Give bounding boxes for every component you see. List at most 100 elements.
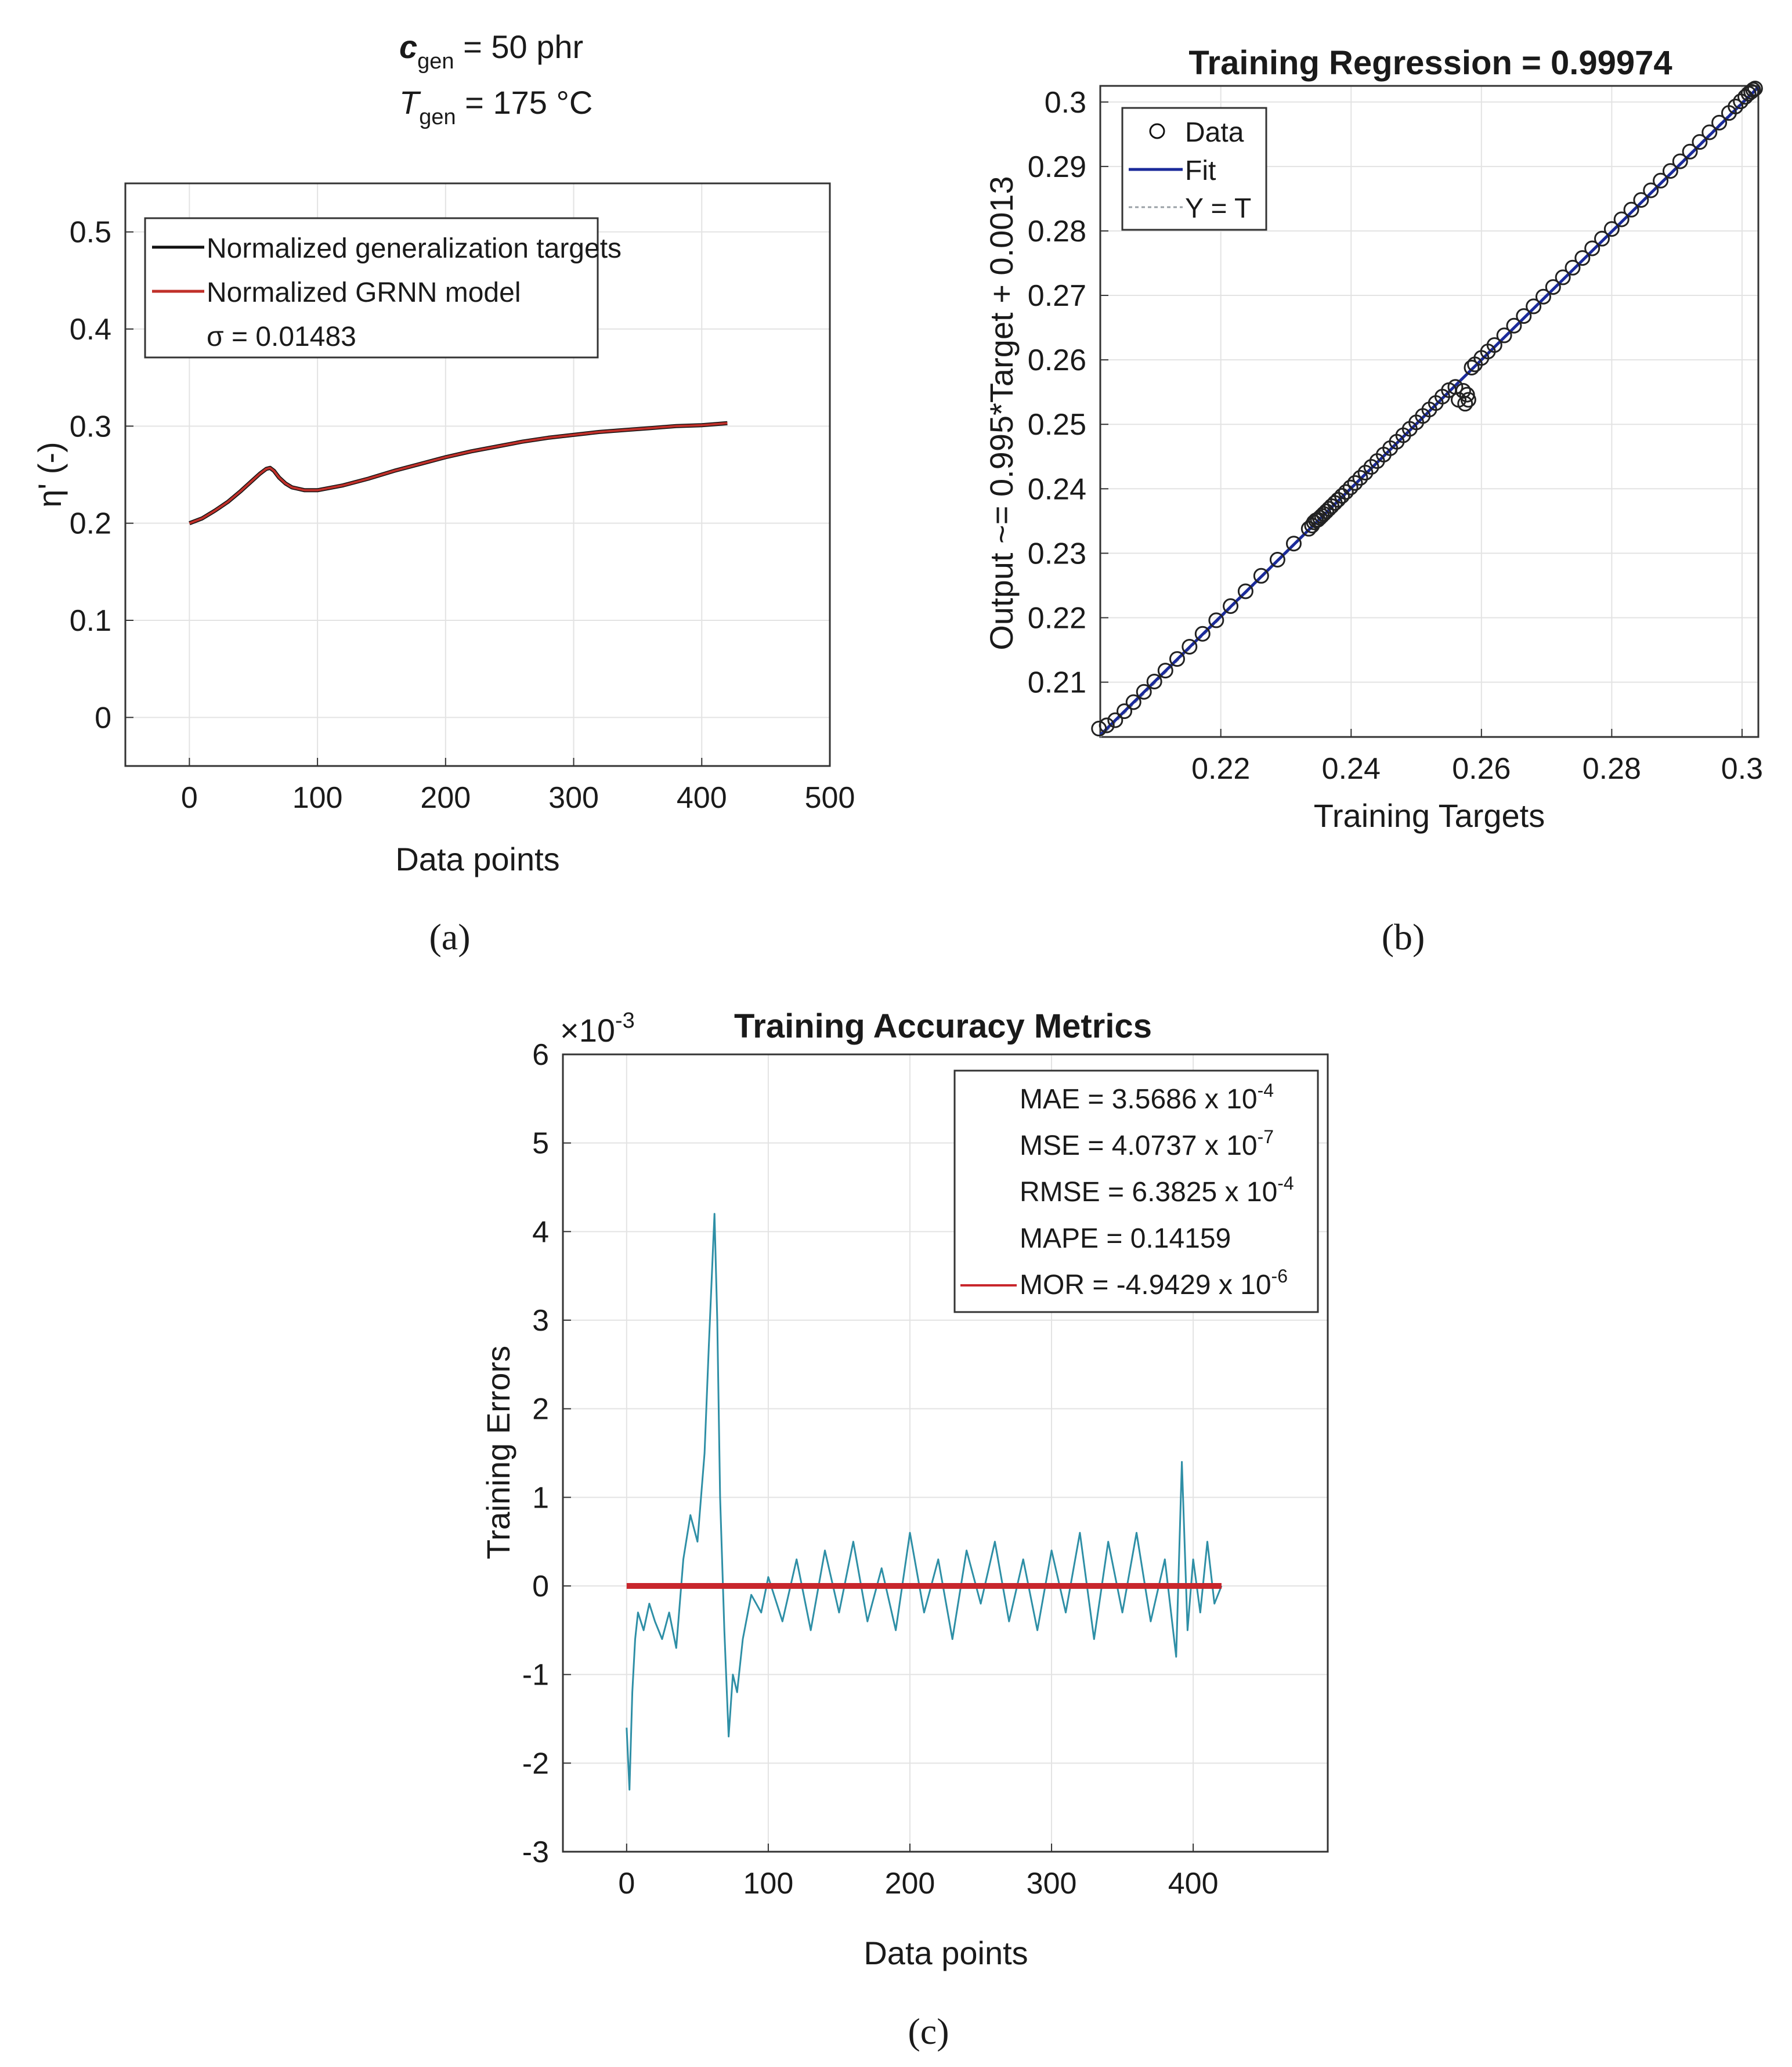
panel-label-c: (c) [908,2011,949,2052]
chart-b-data-point [1460,392,1476,408]
chart-c-metric-mse-exp: -7 [1258,1126,1274,1147]
chart-b-title: Training Regression = 0.99974 [1188,44,1672,82]
chart-b-data-point [1157,663,1173,679]
chart-b-data-point [1334,488,1350,504]
chart-a-series [189,421,728,525]
chart-b-ytick-label: 0.29 [1028,150,1086,184]
chart-a-title-1-subscript: gen [417,49,454,74]
chart-b-legend-swatch-data [1149,123,1165,139]
chart-c-xtick-label: 400 [1168,1867,1219,1900]
chart-b-data-point [1711,114,1728,131]
chart-c-legend: MAE = 3.5686 x 10-4 MSE = 4.0737 x 10-7 … [953,1069,1319,1313]
chart-b-xtick-label: 0.24 [1322,752,1381,786]
chart-b-data-point [1342,479,1359,496]
chart-b-data-point [1728,99,1744,115]
chart-c-metric-mor-text: MOR = -4.9429 x 10 [1020,1270,1271,1300]
chart-a-title-2-text: = 175 °C [456,84,593,121]
chart-a-ytick-label: 0.1 [70,604,111,638]
chart-b-xlabel: Training Targets [1314,797,1545,834]
chart-b-legend-data: Data [1185,117,1244,148]
chart-b-data-point [1363,459,1379,475]
chart-b-data-point [1091,721,1107,737]
chart-b-grid [1100,86,1758,737]
chart-b-data-point [1321,501,1337,517]
chart-b-ytick-label: 0.21 [1028,666,1086,700]
chart-a-xtick-label: 200 [420,781,471,815]
chart-b-ytick-label: 0.27 [1028,279,1086,313]
chart-b-data-point [1352,469,1368,486]
chart-c-title: Training Accuracy Metrics [734,1007,1152,1045]
chart-b: Training Regression = 0.99974 0.22 0.24 0.… [983,44,1763,834]
chart-b-legend-identity: Y = T [1185,193,1251,224]
panel-label-a: (a) [429,916,470,957]
chart-a-legend: Normalized generalization targets Normal… [144,217,622,359]
chart-b-data-point [1464,359,1480,375]
chart-b-data-point [1545,279,1561,295]
chart-c-xlabel: Data points [864,1935,1028,1971]
chart-a-targets-line [189,421,728,525]
chart-a-xtick-label: 400 [677,781,727,815]
chart-b-data-point [1457,396,1473,412]
chart-a-xlabel: Data points [395,841,559,877]
chart-a-tick-labels: 0 100 200 300 400 500 0 0.1 0.2 0.3 0.4 0.5 [70,216,855,815]
chart-b-data-point [1526,298,1542,315]
chart-b-plot-frame [1099,85,1760,738]
chart-b-data-point [1318,503,1335,519]
chart-b-data-point [1623,201,1639,218]
chart-b-data-point [1486,337,1502,353]
chart-b-data-point [1357,465,1374,481]
chart-b-data-point [1310,512,1326,528]
chart-b-data-point [1743,84,1760,100]
chart-b-data-point [1146,673,1162,689]
chart-b-ytick-label: 0.22 [1028,601,1086,635]
chart-a-ytick-label: 0.2 [70,507,111,541]
chart-a-ytick-label: 0.5 [70,216,111,250]
chart-b-ytick-label: 0.26 [1028,344,1086,377]
chart-b-data-point [1603,221,1620,237]
chart-a-sigma-annotation: σ = 0.01483 [207,321,356,352]
chart-a-xtick-label: 100 [292,781,343,815]
chart-b-data-point [1747,80,1763,96]
chart-c-metric-rmse: RMSE = 6.3825 x 10-4 [1020,1173,1294,1208]
chart-b-data-point [1701,124,1718,140]
chart-b-xtick-label: 0.22 [1191,752,1250,786]
chart-a-title-line-1: cgen = 50 phr [399,28,583,74]
chart-b-data-point [1594,230,1610,247]
chart-b-ytick-label: 0.25 [1028,408,1086,442]
chart-a-title-2-symbol: T [399,84,421,121]
chart-b-data-point [1136,684,1152,700]
chart-a-legend-box [144,217,599,359]
chart-c-exponent-sup: -3 [615,1009,635,1033]
chart-b-data-point [1125,694,1141,710]
chart-b-data-point [1347,475,1363,491]
chart-b-data-point [1574,250,1591,266]
chart-a-title-line-2: Tgen = 175 °C [399,84,592,129]
chart-b-data-point [1285,536,1302,552]
chart-b-data-point [1223,598,1239,614]
chart-a-ytick-label: 0 [95,701,111,735]
chart-a-ylabel: η' (-) [31,442,68,507]
chart-c-metric-mse-text: MSE = 4.0737 x 10 [1020,1130,1258,1161]
chart-a-xtick-label: 500 [805,781,855,815]
chart-b-data-point [1208,612,1224,628]
chart-b-ylabel: Output ~= 0.995*Target + 0.0013 [983,176,1020,650]
chart-b-ytick-label: 0.24 [1028,472,1086,506]
chart-c-metric-mae-exp: -4 [1258,1080,1274,1101]
chart-c-plot-frame [562,1053,1329,1853]
chart-b-ytick-label: 0.28 [1028,215,1086,248]
chart-c-xtick-label: 300 [1027,1867,1077,1900]
chart-b-data-point [1653,172,1669,189]
chart-c-legend-box [953,1069,1319,1313]
chart-c-ytick-label: 4 [532,1215,549,1249]
chart-b-data-point [1117,703,1133,720]
chart-a-title-1-symbol: c [399,28,417,65]
chart-c-ytick-label: -3 [522,1835,549,1869]
chart-c-ytick-label: 2 [532,1393,549,1426]
chart-c-error-line [626,1213,1223,1791]
chart-b-data-point [1516,308,1532,324]
chart-b-data-point [1169,651,1185,667]
chart-b-ytick-label: 0.3 [1045,86,1086,120]
chart-b-legend: Data Fit Y = T [1121,107,1267,231]
chart-b-data-point [1535,288,1551,305]
